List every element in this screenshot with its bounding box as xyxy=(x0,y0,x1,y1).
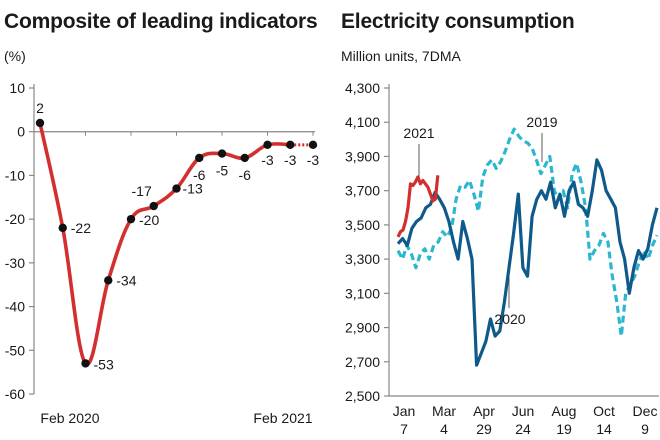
right-chart-title: Electricity consumption xyxy=(341,10,575,33)
left-data-point xyxy=(58,223,67,233)
right-y-tick-label: 4,100 xyxy=(345,114,380,130)
left-data-point xyxy=(195,153,204,163)
left-data-point xyxy=(286,140,295,150)
left-data-point xyxy=(308,140,318,150)
left-data-label: 2 xyxy=(36,100,44,116)
right-y-tick-label: 3,100 xyxy=(345,285,380,301)
right-y-tick-label: 3,900 xyxy=(345,148,380,164)
left-data-label: -3 xyxy=(307,152,320,168)
right-x-tick-day: 9 xyxy=(641,421,649,437)
left-y-tick-label: -10 xyxy=(5,167,25,183)
left-x-tick-label: Feb 2020 xyxy=(40,410,99,426)
left-y-tick-label: -50 xyxy=(5,342,25,358)
left-y-tick-label: -40 xyxy=(5,299,25,315)
right-x-tick-month: Mar xyxy=(432,403,456,419)
right-y-tick-label: 2,900 xyxy=(345,320,380,336)
left-data-point xyxy=(81,359,90,368)
left-chart-title: Composite of leading indicators xyxy=(4,10,318,33)
right-y-tick-label: 2,700 xyxy=(345,354,380,370)
left-data-point xyxy=(217,149,227,158)
left-data-point xyxy=(263,140,272,150)
right-x-tick-day: 19 xyxy=(556,421,572,437)
right-x-tick-day: 14 xyxy=(596,421,612,437)
right-x-tick-month: Jan xyxy=(393,403,416,419)
left-data-label: -3 xyxy=(284,152,297,168)
left-data-label: -6 xyxy=(239,167,252,183)
left-y-tick-label: -60 xyxy=(5,386,25,402)
right-x-tick-month: Apr xyxy=(473,403,495,419)
right-y-tick-label: 3,700 xyxy=(345,183,380,199)
left-data-label: -34 xyxy=(116,272,136,288)
left-data-point xyxy=(126,214,136,224)
right-x-tick-month: Aug xyxy=(552,403,577,419)
left-data-label: -5 xyxy=(216,163,229,179)
series-2021-line xyxy=(396,175,440,238)
left-data-label: -20 xyxy=(139,212,159,228)
right-x-tick-day: 4 xyxy=(440,421,448,437)
right-x-tick-month: Oct xyxy=(593,403,615,419)
right-chart-subtitle: Million units, 7DMA xyxy=(341,48,461,64)
right-y-tick-label: 3,500 xyxy=(345,217,380,233)
left-data-label: -22 xyxy=(71,220,91,236)
left-data-label: -13 xyxy=(183,181,203,197)
series-2019-line xyxy=(396,127,659,338)
left-data-label: -6 xyxy=(193,167,206,183)
left-data-point xyxy=(35,118,45,128)
left-y-tick-label: -30 xyxy=(5,255,25,271)
right-y-tick-label: 3,300 xyxy=(345,251,380,267)
right-x-tick-day: 24 xyxy=(515,421,531,437)
left-data-label: -17 xyxy=(132,183,152,199)
left-data-label: -3 xyxy=(261,152,274,168)
left-y-tick-label: 10 xyxy=(9,80,25,96)
left-data-point xyxy=(172,184,181,193)
left-x-tick-label: Feb 2021 xyxy=(253,410,312,426)
annotation-2020-label: 2020 xyxy=(494,311,525,327)
right-x-tick-day: 7 xyxy=(400,421,408,437)
left-data-point xyxy=(149,201,158,211)
left-y-tick-label: -20 xyxy=(5,211,25,227)
series-2020-line xyxy=(396,158,659,367)
left-series-line xyxy=(38,121,293,366)
right-x-tick-month: Jun xyxy=(512,403,535,419)
right-x-tick-month: Dec xyxy=(633,403,658,419)
annotation-2019-label: 2019 xyxy=(526,114,557,130)
left-data-label: -53 xyxy=(94,356,114,372)
left-y-tick-label: 0 xyxy=(17,124,25,140)
left-chart-unit-label: (%) xyxy=(4,48,26,64)
left-data-point xyxy=(104,276,113,285)
right-y-tick-label: 2,500 xyxy=(345,388,380,404)
annotation-2021-label: 2021 xyxy=(403,125,434,141)
left-data-point xyxy=(240,153,249,163)
right-y-tick-label: 4,300 xyxy=(345,80,380,96)
right-x-tick-day: 29 xyxy=(476,421,492,437)
